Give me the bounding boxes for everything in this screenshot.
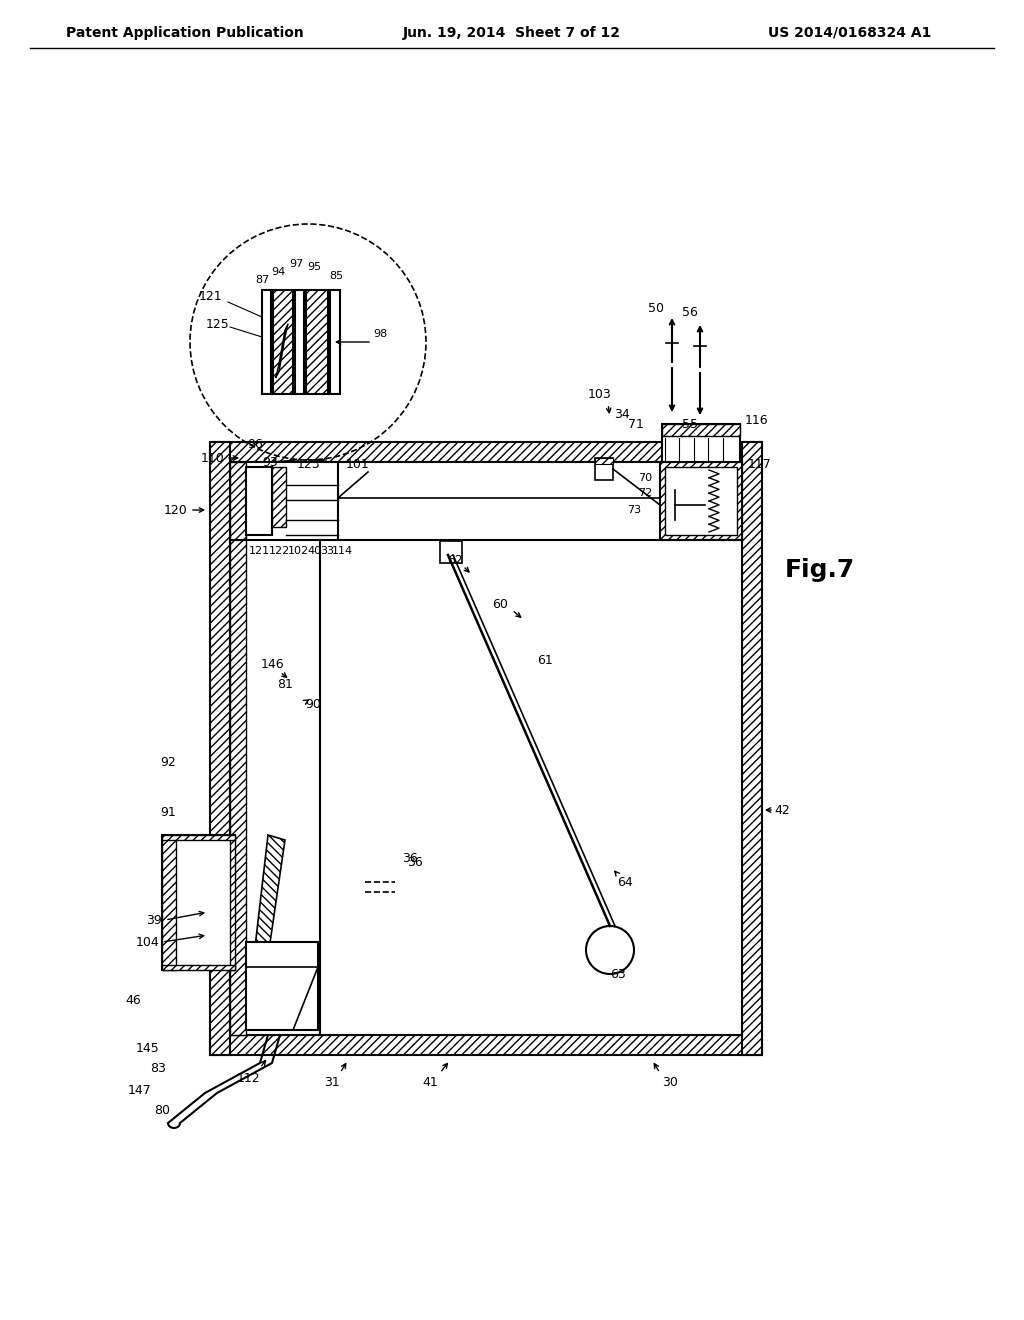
Text: 71: 71 bbox=[628, 417, 644, 430]
Text: 96: 96 bbox=[247, 438, 263, 451]
Text: 55: 55 bbox=[682, 417, 698, 430]
Bar bbox=[210, 1035, 762, 1055]
Text: 30: 30 bbox=[663, 1077, 678, 1089]
Text: 122: 122 bbox=[268, 546, 290, 556]
Bar bbox=[742, 442, 762, 1055]
Bar bbox=[210, 442, 230, 1055]
Bar bbox=[162, 836, 234, 970]
Text: 114: 114 bbox=[332, 546, 352, 556]
Polygon shape bbox=[246, 836, 285, 1026]
Text: 121: 121 bbox=[249, 546, 269, 556]
Bar bbox=[295, 290, 304, 393]
Text: 64: 64 bbox=[617, 875, 633, 888]
Text: 40: 40 bbox=[307, 546, 322, 556]
Bar bbox=[662, 424, 740, 436]
Text: 146: 146 bbox=[260, 657, 284, 671]
Text: 85: 85 bbox=[329, 271, 343, 281]
Bar bbox=[230, 462, 246, 1035]
Bar bbox=[246, 942, 318, 1030]
Text: 81: 81 bbox=[278, 677, 293, 690]
Text: 61: 61 bbox=[538, 653, 553, 667]
Text: 104: 104 bbox=[136, 936, 160, 949]
Text: Patent Application Publication: Patent Application Publication bbox=[67, 26, 304, 40]
Text: 112: 112 bbox=[237, 1072, 260, 1085]
Bar bbox=[665, 467, 737, 535]
Text: 31: 31 bbox=[325, 1077, 340, 1089]
Text: 50: 50 bbox=[648, 301, 664, 314]
Text: 60: 60 bbox=[493, 598, 508, 611]
Bar bbox=[595, 458, 613, 480]
Text: 95: 95 bbox=[307, 261, 322, 272]
Bar bbox=[162, 965, 234, 970]
Text: Fig.7: Fig.7 bbox=[784, 558, 855, 582]
Bar bbox=[230, 836, 234, 970]
Bar bbox=[660, 462, 742, 540]
Text: 36: 36 bbox=[402, 851, 418, 865]
Text: 39: 39 bbox=[146, 913, 162, 927]
Text: 110: 110 bbox=[201, 451, 225, 465]
Text: 123: 123 bbox=[296, 458, 319, 471]
Text: 80: 80 bbox=[154, 1104, 170, 1117]
Text: 125: 125 bbox=[206, 318, 229, 330]
Text: 93: 93 bbox=[262, 455, 278, 469]
Text: 34: 34 bbox=[614, 408, 630, 421]
Bar bbox=[330, 290, 340, 393]
Bar bbox=[273, 290, 293, 393]
Bar bbox=[262, 290, 271, 393]
Bar bbox=[230, 462, 742, 1035]
Text: 120: 120 bbox=[164, 503, 187, 516]
Bar bbox=[440, 541, 462, 564]
Text: 36: 36 bbox=[408, 855, 423, 869]
Text: 94: 94 bbox=[271, 267, 285, 277]
Text: 70: 70 bbox=[638, 473, 652, 483]
Bar bbox=[246, 467, 272, 535]
Text: 41: 41 bbox=[422, 1077, 438, 1089]
Bar bbox=[595, 458, 613, 465]
Text: 42: 42 bbox=[774, 804, 790, 817]
Text: 103: 103 bbox=[588, 388, 612, 400]
Text: 121: 121 bbox=[199, 290, 222, 304]
Text: 91: 91 bbox=[160, 805, 176, 818]
Text: 97: 97 bbox=[289, 259, 303, 269]
Text: 73: 73 bbox=[627, 506, 641, 515]
Text: 117: 117 bbox=[749, 458, 772, 470]
Text: 147: 147 bbox=[128, 1084, 152, 1097]
Bar bbox=[162, 836, 176, 970]
Bar bbox=[306, 290, 328, 393]
Text: 116: 116 bbox=[744, 413, 768, 426]
Text: 92: 92 bbox=[160, 755, 176, 768]
Text: 56: 56 bbox=[682, 305, 698, 318]
Text: 33: 33 bbox=[319, 546, 334, 556]
Text: 72: 72 bbox=[638, 488, 652, 498]
Text: 145: 145 bbox=[136, 1041, 160, 1055]
Text: 87: 87 bbox=[255, 275, 269, 285]
Text: 90: 90 bbox=[305, 697, 321, 710]
Text: US 2014/0168324 A1: US 2014/0168324 A1 bbox=[768, 26, 932, 40]
Circle shape bbox=[586, 927, 634, 974]
Text: 46: 46 bbox=[125, 994, 141, 1006]
Bar bbox=[210, 442, 762, 462]
Bar bbox=[662, 424, 740, 462]
Text: 63: 63 bbox=[610, 969, 626, 982]
Text: 101: 101 bbox=[346, 458, 370, 470]
Text: 62: 62 bbox=[447, 553, 463, 566]
Text: Jun. 19, 2014  Sheet 7 of 12: Jun. 19, 2014 Sheet 7 of 12 bbox=[403, 26, 621, 40]
Text: 102: 102 bbox=[288, 546, 308, 556]
Text: 83: 83 bbox=[151, 1061, 166, 1074]
Text: 98: 98 bbox=[373, 329, 387, 339]
Bar bbox=[162, 836, 234, 840]
Bar bbox=[272, 467, 286, 527]
